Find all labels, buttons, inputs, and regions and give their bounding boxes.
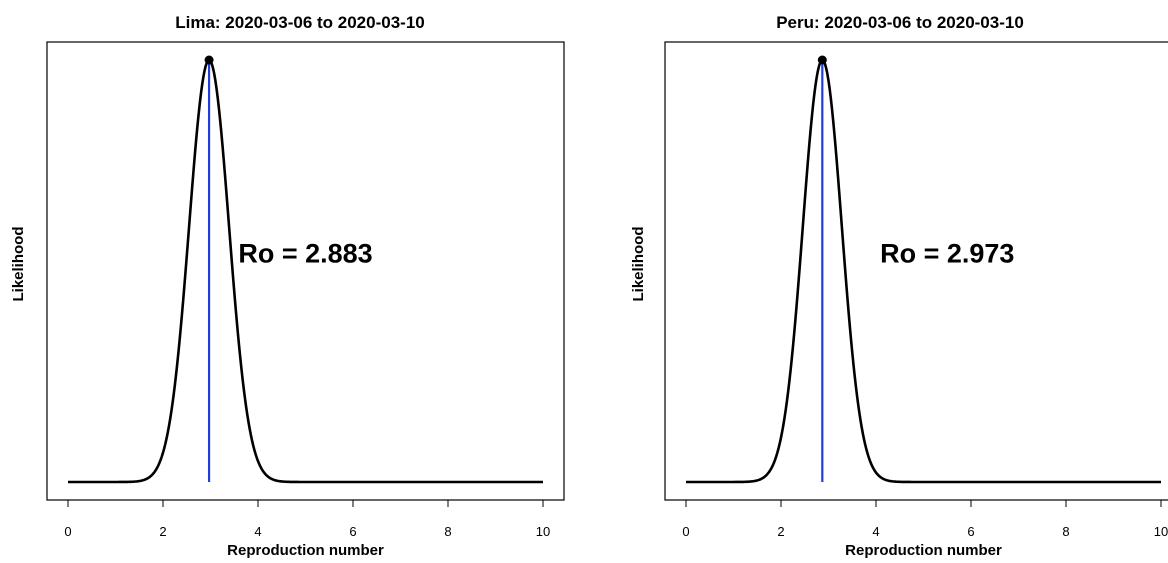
x-tick-label: 8 xyxy=(1062,524,1069,539)
x-tick-label: 4 xyxy=(254,524,261,539)
x-tick-label: 0 xyxy=(64,524,71,539)
x-tick-label: 2 xyxy=(159,524,166,539)
ro-annotation: Ro = 2.883 xyxy=(238,239,372,269)
chart-title: Lima: 2020-03-06 to 2020-03-10 xyxy=(175,13,424,32)
x-tick-label: 0 xyxy=(682,524,689,539)
x-axis-label: Reproduction number xyxy=(227,542,384,558)
x-tick-label: 10 xyxy=(1154,524,1168,539)
y-axis-label: Likelihood xyxy=(10,227,27,302)
chart-panel-1: Lima: 2020-03-06 to 2020-03-10 Likelihood… xyxy=(10,13,565,559)
plot-frame xyxy=(664,41,1168,501)
x-axis-label: Reproduction number xyxy=(845,542,1002,558)
x-tick-label: 6 xyxy=(967,524,974,539)
x-tick-label: 2 xyxy=(777,524,784,539)
y-axis-label: Likelihood xyxy=(630,227,647,302)
x-tick-label: 8 xyxy=(444,524,451,539)
peak-point xyxy=(817,55,827,65)
likelihood-curve xyxy=(67,58,544,484)
x-tick-label: 10 xyxy=(536,524,550,539)
chart-panel-2: Peru: 2020-03-06 to 2020-03-10 Likelihood… xyxy=(630,13,1168,559)
x-tick-label: 6 xyxy=(349,524,356,539)
chart-title: Peru: 2020-03-06 to 2020-03-10 xyxy=(776,13,1024,32)
x-tick-label: 4 xyxy=(872,524,879,539)
plot-frame xyxy=(46,41,565,501)
likelihood-curve xyxy=(685,58,1162,484)
peak-point xyxy=(204,55,214,65)
ro-annotation: Ro = 2.973 xyxy=(880,239,1014,269)
